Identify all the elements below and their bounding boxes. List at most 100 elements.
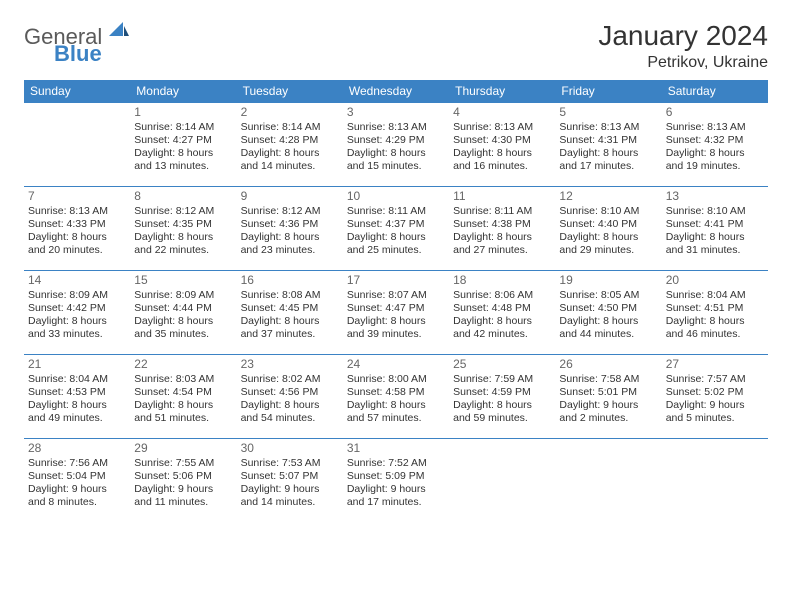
daylight-line: Daylight: 8 hours and 49 minutes.	[28, 399, 126, 425]
sunrise-line: Sunrise: 7:52 AM	[347, 457, 445, 470]
logo-text: General Blue	[24, 26, 129, 72]
sunrise-line: Sunrise: 8:11 AM	[347, 205, 445, 218]
daylight-line: Daylight: 8 hours and 22 minutes.	[134, 231, 232, 257]
day-number: 27	[666, 357, 764, 372]
title-block: January 2024 Petrikov, Ukraine	[598, 20, 768, 72]
calendar-day-cell: 20Sunrise: 8:04 AMSunset: 4:51 PMDayligh…	[662, 271, 768, 355]
calendar-day-cell: 26Sunrise: 7:58 AMSunset: 5:01 PMDayligh…	[555, 355, 661, 439]
calendar-day-cell: 18Sunrise: 8:06 AMSunset: 4:48 PMDayligh…	[449, 271, 555, 355]
daylight-line: Daylight: 8 hours and 54 minutes.	[241, 399, 339, 425]
sail-icon	[109, 25, 129, 42]
sunrise-line: Sunrise: 8:13 AM	[347, 121, 445, 134]
sunset-line: Sunset: 4:53 PM	[28, 386, 126, 399]
weekday-header: Thursday	[449, 80, 555, 103]
daylight-line: Daylight: 8 hours and 25 minutes.	[347, 231, 445, 257]
sunrise-line: Sunrise: 8:12 AM	[134, 205, 232, 218]
sunset-line: Sunset: 5:04 PM	[28, 470, 126, 483]
daylight-line: Daylight: 8 hours and 39 minutes.	[347, 315, 445, 341]
sunset-line: Sunset: 4:50 PM	[559, 302, 657, 315]
calendar-day-cell: 14Sunrise: 8:09 AMSunset: 4:42 PMDayligh…	[24, 271, 130, 355]
calendar-day-cell: 25Sunrise: 7:59 AMSunset: 4:59 PMDayligh…	[449, 355, 555, 439]
sunset-line: Sunset: 4:33 PM	[28, 218, 126, 231]
daylight-line: Daylight: 8 hours and 23 minutes.	[241, 231, 339, 257]
calendar-week-row: 28Sunrise: 7:56 AMSunset: 5:04 PMDayligh…	[24, 439, 768, 523]
sunrise-line: Sunrise: 7:57 AM	[666, 373, 764, 386]
calendar-day-cell: 2Sunrise: 8:14 AMSunset: 4:28 PMDaylight…	[237, 103, 343, 187]
page-title: January 2024	[598, 20, 768, 52]
calendar-day-cell: 21Sunrise: 8:04 AMSunset: 4:53 PMDayligh…	[24, 355, 130, 439]
calendar-day-cell: 17Sunrise: 8:07 AMSunset: 4:47 PMDayligh…	[343, 271, 449, 355]
calendar-day-cell: 22Sunrise: 8:03 AMSunset: 4:54 PMDayligh…	[130, 355, 236, 439]
sunset-line: Sunset: 4:29 PM	[347, 134, 445, 147]
header: General Blue January 2024 Petrikov, Ukra…	[24, 20, 768, 72]
sunrise-line: Sunrise: 8:02 AM	[241, 373, 339, 386]
daylight-line: Daylight: 8 hours and 27 minutes.	[453, 231, 551, 257]
logo-word-blue: Blue	[54, 41, 102, 66]
day-number: 20	[666, 273, 764, 288]
sunrise-line: Sunrise: 8:07 AM	[347, 289, 445, 302]
sunset-line: Sunset: 4:27 PM	[134, 134, 232, 147]
weekday-header: Sunday	[24, 80, 130, 103]
weekday-header: Saturday	[662, 80, 768, 103]
sunset-line: Sunset: 4:37 PM	[347, 218, 445, 231]
sunset-line: Sunset: 4:28 PM	[241, 134, 339, 147]
day-number: 23	[241, 357, 339, 372]
day-number: 15	[134, 273, 232, 288]
calendar-day-cell: 19Sunrise: 8:05 AMSunset: 4:50 PMDayligh…	[555, 271, 661, 355]
sunset-line: Sunset: 4:59 PM	[453, 386, 551, 399]
calendar-day-cell: 30Sunrise: 7:53 AMSunset: 5:07 PMDayligh…	[237, 439, 343, 523]
sunset-line: Sunset: 4:51 PM	[666, 302, 764, 315]
day-number: 24	[347, 357, 445, 372]
sunrise-line: Sunrise: 8:04 AM	[28, 373, 126, 386]
day-number: 29	[134, 441, 232, 456]
calendar-day-cell: 27Sunrise: 7:57 AMSunset: 5:02 PMDayligh…	[662, 355, 768, 439]
daylight-line: Daylight: 9 hours and 11 minutes.	[134, 483, 232, 509]
sunset-line: Sunset: 4:38 PM	[453, 218, 551, 231]
day-number: 1	[134, 105, 232, 120]
sunset-line: Sunset: 4:56 PM	[241, 386, 339, 399]
weekday-header: Tuesday	[237, 80, 343, 103]
calendar-day-cell: 12Sunrise: 8:10 AMSunset: 4:40 PMDayligh…	[555, 187, 661, 271]
calendar-day-cell: 5Sunrise: 8:13 AMSunset: 4:31 PMDaylight…	[555, 103, 661, 187]
day-number: 16	[241, 273, 339, 288]
calendar-day-cell: 31Sunrise: 7:52 AMSunset: 5:09 PMDayligh…	[343, 439, 449, 523]
calendar-table: SundayMondayTuesdayWednesdayThursdayFrid…	[24, 80, 768, 523]
sunset-line: Sunset: 5:02 PM	[666, 386, 764, 399]
calendar-header-row: SundayMondayTuesdayWednesdayThursdayFrid…	[24, 80, 768, 103]
day-number: 25	[453, 357, 551, 372]
daylight-line: Daylight: 8 hours and 16 minutes.	[453, 147, 551, 173]
day-number: 26	[559, 357, 657, 372]
day-number: 11	[453, 189, 551, 204]
daylight-line: Daylight: 8 hours and 46 minutes.	[666, 315, 764, 341]
sunset-line: Sunset: 4:58 PM	[347, 386, 445, 399]
calendar-week-row: 14Sunrise: 8:09 AMSunset: 4:42 PMDayligh…	[24, 271, 768, 355]
calendar-day-cell: 13Sunrise: 8:10 AMSunset: 4:41 PMDayligh…	[662, 187, 768, 271]
calendar-week-row: 21Sunrise: 8:04 AMSunset: 4:53 PMDayligh…	[24, 355, 768, 439]
daylight-line: Daylight: 9 hours and 2 minutes.	[559, 399, 657, 425]
calendar-day-cell: 6Sunrise: 8:13 AMSunset: 4:32 PMDaylight…	[662, 103, 768, 187]
sunrise-line: Sunrise: 8:08 AM	[241, 289, 339, 302]
sunrise-line: Sunrise: 8:05 AM	[559, 289, 657, 302]
sunrise-line: Sunrise: 8:10 AM	[666, 205, 764, 218]
calendar-day-cell: 3Sunrise: 8:13 AMSunset: 4:29 PMDaylight…	[343, 103, 449, 187]
calendar-week-row: 1Sunrise: 8:14 AMSunset: 4:27 PMDaylight…	[24, 103, 768, 187]
sunrise-line: Sunrise: 8:09 AM	[28, 289, 126, 302]
day-number: 10	[347, 189, 445, 204]
sunrise-line: Sunrise: 8:13 AM	[559, 121, 657, 134]
sunset-line: Sunset: 4:36 PM	[241, 218, 339, 231]
daylight-line: Daylight: 9 hours and 14 minutes.	[241, 483, 339, 509]
daylight-line: Daylight: 8 hours and 13 minutes.	[134, 147, 232, 173]
day-number: 6	[666, 105, 764, 120]
sunset-line: Sunset: 5:01 PM	[559, 386, 657, 399]
calendar-day-cell: 23Sunrise: 8:02 AMSunset: 4:56 PMDayligh…	[237, 355, 343, 439]
calendar-day-cell: 16Sunrise: 8:08 AMSunset: 4:45 PMDayligh…	[237, 271, 343, 355]
sunrise-line: Sunrise: 8:13 AM	[28, 205, 126, 218]
day-number: 9	[241, 189, 339, 204]
daylight-line: Daylight: 8 hours and 19 minutes.	[666, 147, 764, 173]
daylight-line: Daylight: 8 hours and 35 minutes.	[134, 315, 232, 341]
sunset-line: Sunset: 4:41 PM	[666, 218, 764, 231]
daylight-line: Daylight: 8 hours and 57 minutes.	[347, 399, 445, 425]
daylight-line: Daylight: 8 hours and 31 minutes.	[666, 231, 764, 257]
day-number: 4	[453, 105, 551, 120]
weekday-header: Friday	[555, 80, 661, 103]
